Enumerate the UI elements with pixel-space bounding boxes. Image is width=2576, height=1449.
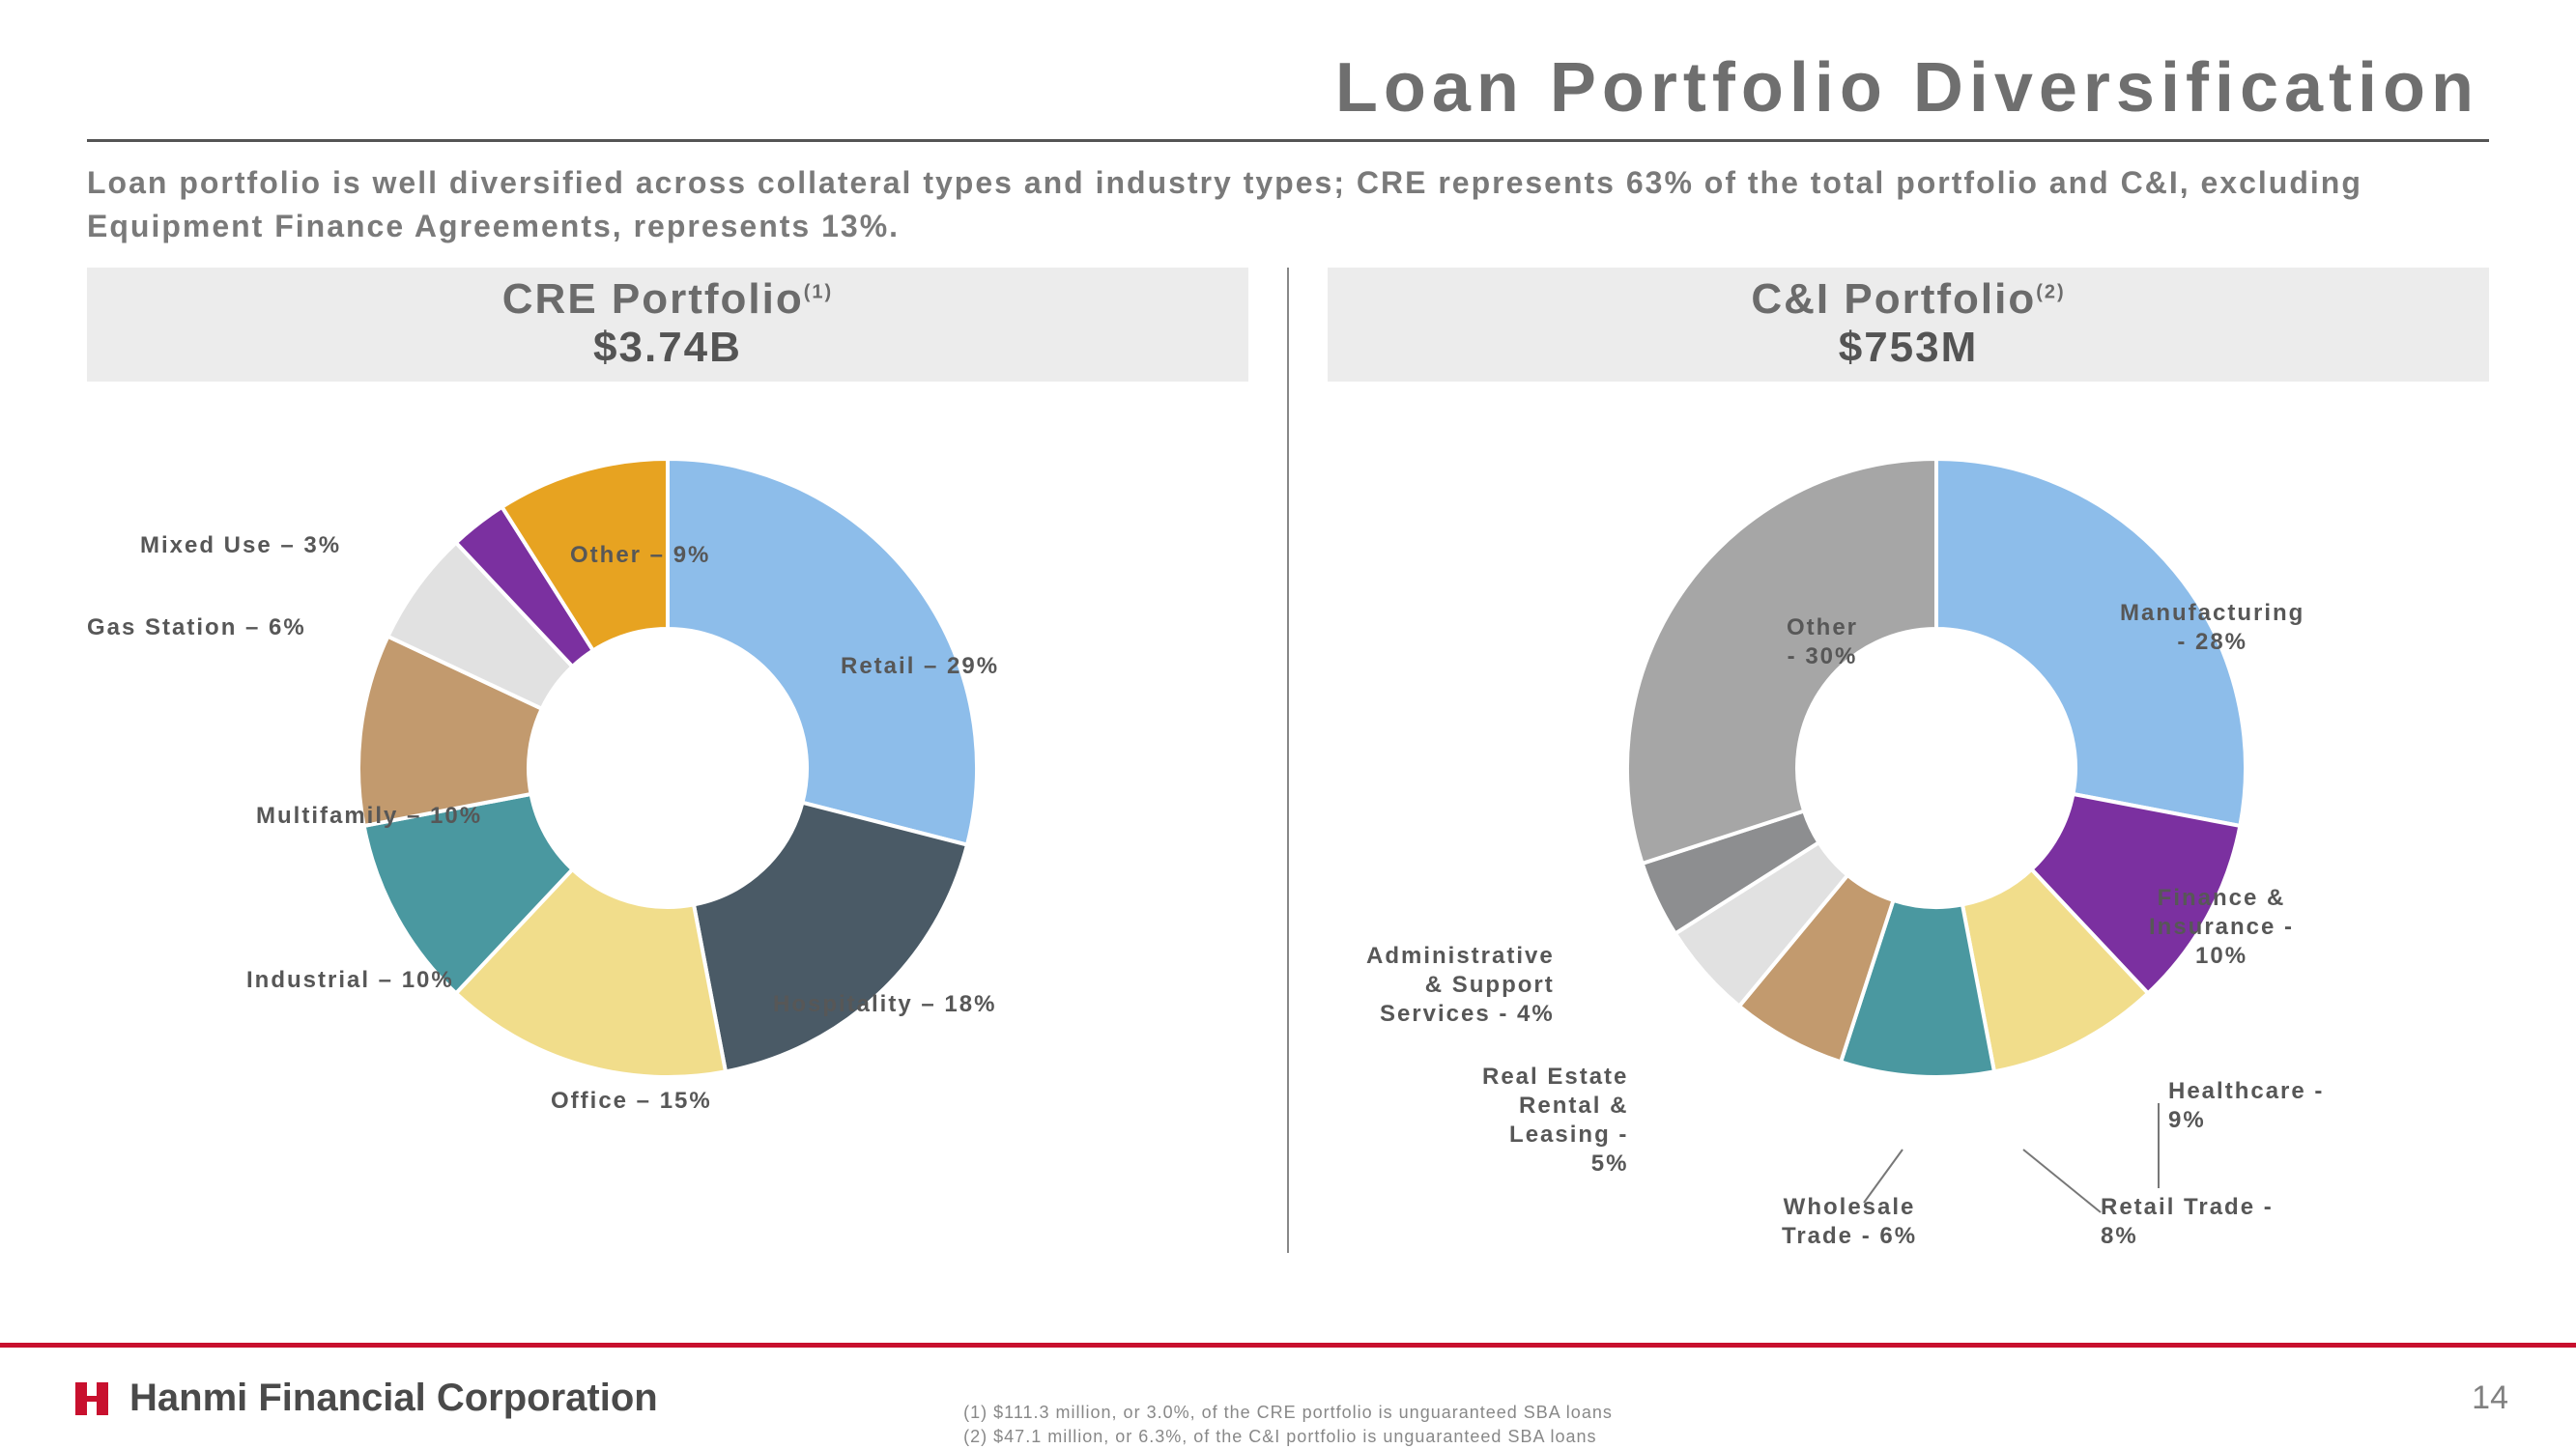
cre-label-mixed-use: Mixed Use – 3% xyxy=(140,531,341,560)
ci-chart: Manufacturing - 28% Finance & Insurance … xyxy=(1328,430,2489,1222)
logo-icon xyxy=(68,1375,116,1423)
ci-label-other: Other - 30% xyxy=(1787,613,1858,671)
ci-sup: (2) xyxy=(2036,281,2065,302)
company-logo: Hanmi Financial Corporation xyxy=(68,1375,658,1423)
ci-title: C&I Portfolio(2) xyxy=(1328,275,2489,324)
subtitle: Loan portfolio is well diversified acros… xyxy=(87,161,2489,248)
ci-label-finance: Finance & Insurance - 10% xyxy=(2149,884,2294,971)
columns: CRE Portfolio(1) $3.74B Retail – 29% Hos… xyxy=(87,268,2489,1253)
page-title: Loan Portfolio Diversification xyxy=(87,48,2489,128)
ci-label-manufacturing: Manufacturing - 28% xyxy=(2120,599,2304,657)
cre-label-office: Office – 15% xyxy=(551,1087,712,1116)
cre-label-industrial: Industrial – 10% xyxy=(246,966,454,995)
title-rule xyxy=(87,139,2489,142)
ci-donut-svg xyxy=(1598,430,2275,1106)
ci-header-box: C&I Portfolio(2) $753M xyxy=(1328,268,2489,382)
cre-label-other: Other – 9% xyxy=(570,541,710,570)
cre-label-multifamily: Multifamily – 10% xyxy=(256,802,482,831)
ci-label-wholesale: Wholesale Trade - 6% xyxy=(1782,1193,1917,1251)
cre-label-retail: Retail – 29% xyxy=(841,652,999,681)
ci-title-text: C&I Portfolio xyxy=(1751,275,2036,323)
slide: Loan Portfolio Diversification Loan port… xyxy=(0,0,2576,1449)
company-name: Hanmi Financial Corporation xyxy=(129,1377,658,1420)
cre-title-text: CRE Portfolio xyxy=(502,275,804,323)
ci-label-real-estate: Real Estate Rental & Leasing - 5% xyxy=(1482,1063,1628,1179)
ci-label-admin: Administrative & Support Services - 4% xyxy=(1366,942,1555,1029)
cre-amount: $3.74B xyxy=(87,324,1248,372)
ci-amount: $753M xyxy=(1328,324,2489,372)
cre-sup: (1) xyxy=(804,281,833,302)
cre-header-box: CRE Portfolio(1) $3.74B xyxy=(87,268,1248,382)
ci-label-healthcare: Healthcare - 9% xyxy=(2168,1077,2324,1135)
cre-label-gas-station: Gas Station – 6% xyxy=(87,613,306,642)
ci-label-retail-trade: Retail Trade - 8% xyxy=(2101,1193,2274,1251)
cre-chart: Retail – 29% Hospitality – 18% Office – … xyxy=(87,430,1248,1222)
cre-label-hospitality: Hospitality – 18% xyxy=(773,990,996,1019)
page-number: 14 xyxy=(2472,1379,2508,1417)
right-column: C&I Portfolio(2) $753M Manufacturing - 2… xyxy=(1289,268,2489,1253)
footer-bar: Hanmi Financial Corporation 14 xyxy=(0,1343,2576,1449)
cre-title: CRE Portfolio(1) xyxy=(87,275,1248,324)
left-column: CRE Portfolio(1) $3.74B Retail – 29% Hos… xyxy=(87,268,1289,1253)
